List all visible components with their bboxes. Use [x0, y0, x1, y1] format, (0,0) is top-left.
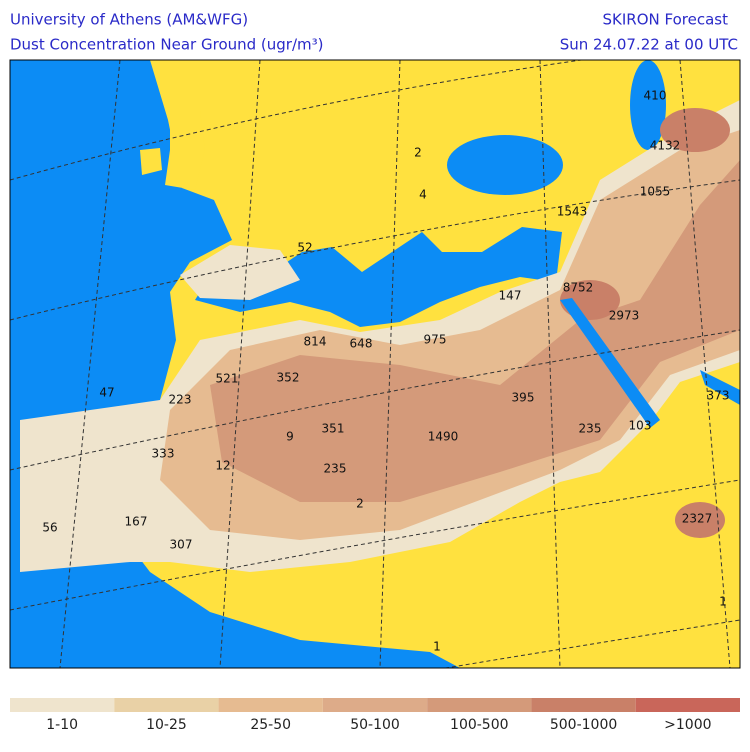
legend-swatch	[427, 698, 532, 712]
concentration-label: 410	[644, 89, 667, 103]
graticule	[10, 60, 740, 668]
concentration-label: 2	[356, 497, 364, 511]
caspian-sea	[630, 60, 666, 150]
concentration-label: 4	[419, 188, 427, 202]
legend-swatch	[531, 698, 636, 712]
legend-swatch	[218, 698, 323, 712]
concentration-label: 56	[42, 521, 57, 535]
concentration-label: 521	[216, 372, 239, 386]
concentration-label: 12	[215, 459, 230, 473]
map	[10, 60, 740, 668]
mediterranean	[195, 227, 562, 327]
concentration-label: 814	[304, 335, 327, 349]
header-date: Sun 24.07.22 at 00 UTC	[560, 36, 738, 54]
concentration-label: 1055	[640, 185, 671, 199]
header-title: University of Athens (AM&WFG)	[10, 11, 248, 29]
legend-label: 25-50	[250, 717, 291, 733]
persian-gulf	[700, 370, 740, 405]
legend-swatch	[635, 698, 740, 712]
concentration-label: 1	[719, 595, 727, 609]
concentration-label: 167	[125, 515, 148, 529]
dust-area	[210, 160, 740, 502]
concentration-label: 235	[324, 462, 347, 476]
concentration-label: 1490	[428, 430, 459, 444]
land	[165, 110, 205, 190]
legend-label: >1000	[664, 717, 711, 733]
land	[140, 148, 162, 175]
legend-label: 500-1000	[550, 717, 617, 733]
dust-area	[180, 245, 300, 300]
concentration-label: 9	[286, 430, 294, 444]
concentration-label: 47	[99, 386, 114, 400]
concentration-label: 352	[277, 371, 300, 385]
legend-swatch	[114, 698, 219, 712]
dust-area	[675, 502, 725, 538]
concentration-label: 648	[350, 337, 373, 351]
concentration-label: 52	[297, 241, 312, 255]
concentration-label: 307	[170, 538, 193, 552]
concentration-label: 223	[169, 393, 192, 407]
concentration-label: 147	[499, 289, 522, 303]
dust-area	[660, 108, 730, 152]
concentration-label: 975	[424, 333, 447, 347]
concentration-label: 103	[629, 419, 652, 433]
header-model: SKIRON Forecast	[603, 11, 729, 29]
red-sea	[560, 298, 660, 428]
legend-swatch	[322, 698, 428, 712]
legend-label: 100-500	[450, 717, 509, 733]
concentration-label: 1	[433, 640, 441, 654]
concentration-label: 2	[414, 146, 422, 160]
legend-label: 50-100	[350, 717, 400, 733]
map-frame	[9, 59, 741, 669]
concentration-label: 235	[579, 422, 602, 436]
concentration-label: 2973	[609, 309, 640, 323]
concentration-label: 395	[512, 391, 535, 405]
concentration-label: 1543	[557, 205, 588, 219]
concentration-label: 8752	[563, 281, 594, 295]
legend-swatch	[10, 698, 115, 712]
concentration-label: 351	[322, 422, 345, 436]
concentration-label: 333	[152, 447, 175, 461]
concentration-label: 373	[707, 389, 730, 403]
header-subtitle: Dust Concentration Near Ground (ugr/m³)	[10, 36, 324, 54]
black-sea	[447, 135, 563, 195]
concentration-label: 4132	[650, 139, 681, 153]
legend-label: 1-10	[46, 717, 78, 733]
legend-label: 10-25	[146, 717, 187, 733]
concentration-label: 2327	[682, 512, 713, 526]
